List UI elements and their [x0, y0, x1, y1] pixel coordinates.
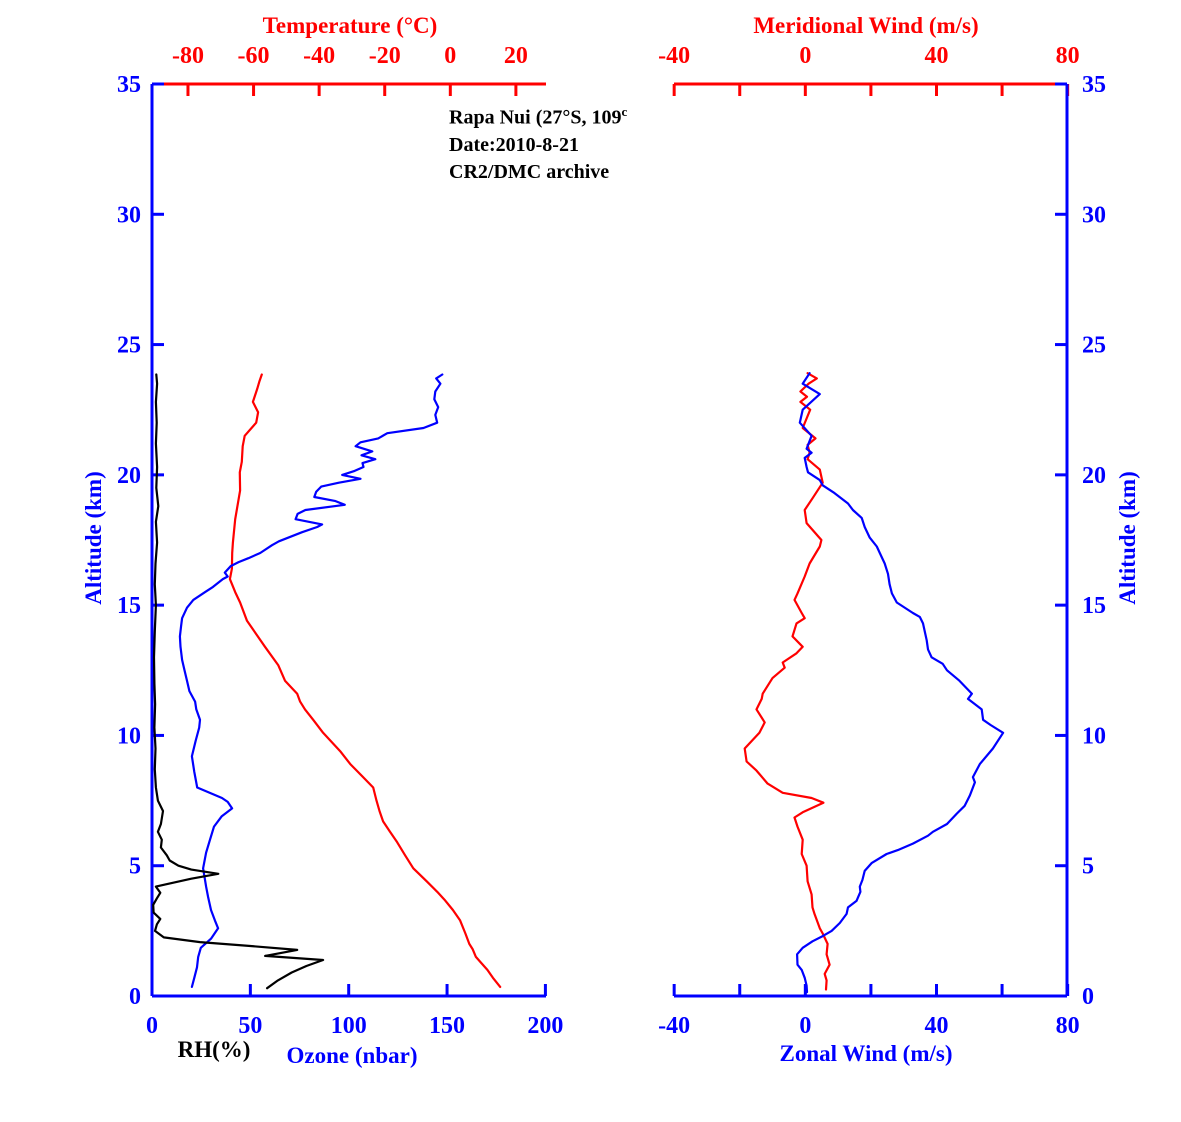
altitude-tick-label: 5	[129, 854, 141, 880]
zonal-tick-label: -40	[658, 1013, 690, 1039]
station-name: Rapa Nui (27°S, 109	[449, 106, 622, 129]
temp-tick-label: -40	[303, 43, 335, 69]
archive-source: CR2/DMC archive	[449, 160, 610, 183]
ozone-tick-label: 200	[527, 1013, 563, 1039]
station-name-line: Rapa Nui (27°S, 109c	[449, 98, 627, 132]
ozone-tick-label: 150	[429, 1013, 465, 1039]
meridional-wind-axis-title: Meridional Wind (m/s)	[753, 13, 979, 38]
altitude-tick-label: 25	[1082, 333, 1106, 359]
ozone-axis-title: Ozone (nbar)	[286, 1043, 418, 1068]
temp-tick-label: 20	[504, 43, 528, 69]
altitude-tick-label: 10	[117, 723, 141, 749]
altitude-tick-label: 25	[117, 333, 141, 359]
zonal-wind-axis-title: Zonal Wind (m/s)	[779, 1041, 953, 1066]
altitude-tick-label: 15	[1082, 593, 1106, 619]
temp-tick-label: -80	[172, 43, 204, 69]
ozone-tick-label: 50	[238, 1013, 262, 1039]
meridional-tick-label: 40	[924, 43, 948, 69]
sounding-date: Date:2010-8-21	[449, 133, 579, 156]
ozone-curve	[178, 373, 444, 989]
meridional-tick-label: 0	[799, 43, 811, 69]
station-lon-superscript: c	[621, 104, 628, 119]
altitude-tick-label: 15	[117, 593, 141, 619]
altitude-axis-title-left: Altitude (km)	[81, 471, 106, 605]
altitude-tick-label: 5	[1082, 854, 1094, 880]
altitude-tick-label: 30	[117, 202, 141, 228]
zonal-tick-label: 80	[1056, 1013, 1080, 1039]
zonal-tick-label: 40	[924, 1013, 948, 1039]
meridional-tick-label: -40	[658, 43, 690, 69]
altitude-tick-label: 0	[1082, 984, 1094, 1010]
thermodynamic-panel: -80 -60 -40 -20 0 200 50 100 150 2000510152025303…	[117, 43, 563, 1039]
temp-tick-label: -20	[369, 43, 401, 69]
altitude-tick-label: 0	[129, 984, 141, 1010]
station-annotation: Rapa Nui (27°S, 109c Date:2010-8-21 CR2/…	[449, 98, 627, 186]
altitude-tick-label: 10	[1082, 723, 1106, 749]
temp-tick-label: -60	[238, 43, 270, 69]
altitude-tick-label: 20	[1082, 463, 1106, 489]
zonal-tick-label: 0	[799, 1013, 811, 1039]
ozone-tick-label: 0	[146, 1013, 158, 1039]
temperature-axis-title: Temperature (°C)	[262, 13, 438, 38]
zonal-wind-curve	[795, 372, 1005, 994]
meridional-wind-curve	[743, 372, 831, 991]
altitude-axis-title-right: Altitude (km)	[1115, 471, 1140, 605]
temperature-curve	[228, 373, 502, 989]
rh-axis-title: RH(%)	[177, 1037, 251, 1062]
ozone-tick-label: 100	[331, 1013, 367, 1039]
altitude-tick-label: 35	[117, 72, 141, 98]
altitude-tick-label: 35	[1082, 72, 1106, 98]
altitude-tick-label: 20	[117, 463, 141, 489]
altitude-tick-label: 30	[1082, 202, 1106, 228]
relative-humidity-curve	[152, 373, 325, 990]
meridional-tick-label: 80	[1056, 43, 1080, 69]
temp-tick-label: 0	[444, 43, 456, 69]
